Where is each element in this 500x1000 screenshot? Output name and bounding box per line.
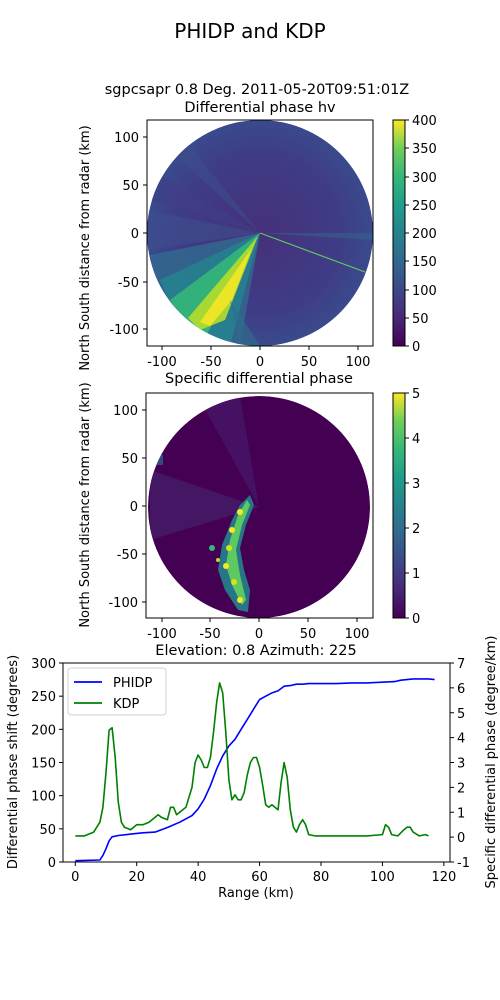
ppi2-cbar-tick: 1	[412, 567, 420, 582]
y-right-tick-label: 0	[457, 831, 465, 846]
ppi1-xtick: 0	[256, 355, 264, 370]
ppi1-cbar-tick: 50	[412, 312, 429, 327]
ppi2-title: Specific differential phase	[165, 371, 353, 387]
x-tick-label: 120	[431, 870, 456, 885]
y-right-tick-label: 1	[457, 806, 465, 821]
ppi2-xtick: 100	[345, 627, 370, 642]
y-left-tick-label: 50	[39, 823, 56, 838]
figure-suptitle: PHIDP and KDP	[174, 19, 325, 43]
legend-kdp-label: KDP	[113, 697, 140, 712]
ppi1-title-line2: Differential phase hv	[184, 100, 336, 116]
chart-title: Elevation: 0.8 Azimuth: 225	[155, 643, 356, 659]
ppi2-cbar-tick: 5	[412, 387, 420, 402]
ppi1-xtick: -100	[147, 355, 177, 370]
ppi2-cbar-tick: 4	[412, 432, 420, 447]
ppi2-ytick: 100	[113, 404, 138, 419]
ppi2-ytick: -100	[108, 596, 138, 611]
ppi2-radar-field	[148, 396, 370, 618]
y-left-tick-label: 200	[31, 723, 56, 738]
chart-ylabel-left: Differential phase shift (degrees)	[6, 655, 21, 869]
ppi1-cbar-tick: 150	[412, 255, 437, 270]
ppi2-xaxis: -100 -50 0 50 100	[147, 618, 369, 642]
ppi1-cbar-tick: 350	[412, 142, 437, 157]
ppi-panel-phidp: sgpcsapr 0.8 Deg. 2011-05-20T09:51:01Z D…	[78, 82, 437, 371]
y-left-tick-label: 100	[31, 790, 56, 805]
ppi1-ytick: 0	[131, 227, 139, 242]
y-right-tick-label: 3	[457, 757, 465, 772]
legend-phidp-label: PHIDP	[113, 676, 152, 691]
y-left-tick-label: 150	[31, 757, 56, 772]
chart-xlabel: Range (km)	[218, 886, 294, 901]
ppi1-ytick: -50	[118, 276, 139, 291]
y-right-tick-label: 6	[457, 682, 465, 697]
ppi2-ylabel: North South distance from radar (km)	[78, 382, 93, 627]
ppi1-radar-field	[147, 120, 373, 346]
chart-yaxis-left: 0 50 100 150 200 250 300	[31, 657, 63, 871]
ppi1-colorbar: 400 350 300 250 200 150 100 50 0	[392, 114, 437, 355]
ppi1-ytick: 100	[114, 131, 139, 146]
ppi1-cbar-tick: 200	[412, 227, 437, 242]
chart-ylabel-right: Specific differential phase (degree/km)	[484, 636, 499, 889]
ppi2-cbar-tick: 0	[412, 612, 420, 627]
ppi2-yaxis: 100 50 0 -50 -100	[108, 404, 146, 611]
ppi2-ytick: 50	[121, 452, 138, 467]
y-left-tick-label: 300	[31, 657, 56, 672]
y-left-tick-label: 0	[48, 856, 56, 871]
ppi1-title-line1: sgpcsapr 0.8 Deg. 2011-05-20T09:51:01Z	[105, 82, 410, 98]
ppi-panel-kdp: Specific differential phase	[78, 371, 420, 642]
ppi1-cbar-tick: 100	[412, 284, 437, 299]
ppi2-xtick: -50	[199, 627, 220, 642]
ppi1-cbar-tick: 400	[412, 114, 437, 129]
ppi1-xtick: 50	[301, 355, 318, 370]
ppi2-colorbar: 5 4 3 2 1 0	[392, 387, 420, 627]
ppi2-cbar-tick: 2	[412, 522, 420, 537]
ppi2-xtick: -100	[147, 627, 177, 642]
ppi1-xtick: -50	[200, 355, 221, 370]
x-tick-label: 40	[190, 870, 207, 885]
y-right-tick-label: 5	[457, 707, 465, 722]
ppi1-cbar-tick: 300	[412, 171, 437, 186]
ppi2-ytick: -50	[117, 548, 138, 563]
ppi2-xtick: 50	[300, 627, 317, 642]
ppi2-xtick: 0	[255, 627, 263, 642]
x-tick-label: 60	[251, 870, 268, 885]
chart-legend: PHIDP KDP	[67, 667, 167, 716]
chart-series-group	[75, 678, 435, 862]
series-line-phidp	[75, 678, 435, 862]
x-tick-label: 20	[128, 870, 145, 885]
chart-yaxis-right: -1 0 1 2 3 4 5 6 7	[450, 657, 470, 871]
ppi1-cbar-tick: 250	[412, 199, 437, 214]
x-tick-label: 100	[370, 870, 395, 885]
ppi1-ytick: -100	[109, 323, 139, 338]
ppi1-cbar-tick: 0	[412, 340, 420, 355]
x-tick-label: 80	[313, 870, 330, 885]
ppi1-yaxis: 100 50 0 -50 -100	[109, 131, 147, 338]
y-right-tick-label: 2	[457, 781, 465, 796]
y-right-tick-label: 7	[457, 657, 465, 672]
ppi2-ytick: 0	[130, 500, 138, 515]
y-right-tick-label: 4	[457, 732, 465, 747]
chart-xaxis: 0 20 40 60 80 100 120	[71, 862, 456, 885]
ppi1-xtick: 100	[346, 355, 371, 370]
ppi2-cbar-tick: 3	[412, 477, 420, 492]
y-left-tick-label: 250	[31, 690, 56, 705]
y-right-tick-label: -1	[457, 856, 470, 871]
ppi1-ylabel: North South distance from radar (km)	[78, 125, 93, 370]
ppi1-ytick: 50	[122, 179, 139, 194]
series-line-kdp	[75, 682, 429, 837]
x-tick-label: 0	[71, 870, 79, 885]
ppi1-xaxis: -100 -50 0 50 100	[147, 346, 370, 370]
line-chart-panel: Elevation: 0.8 Azimuth: 225 0 20 40 60 80 100…	[6, 636, 499, 901]
